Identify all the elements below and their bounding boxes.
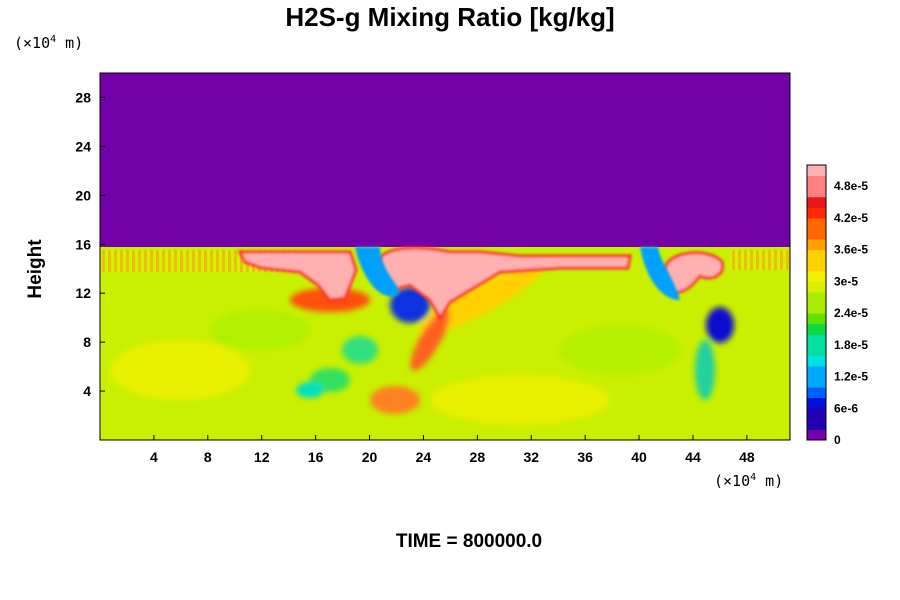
- colorbar-frame: [806, 164, 827, 441]
- y-tick-label: 20: [75, 187, 91, 203]
- y-unit-prefix: (×10: [14, 34, 51, 52]
- colorbar-swatch: [807, 186, 826, 198]
- wave-stripes-right: [730, 250, 790, 270]
- colorbar-swatch: [807, 365, 826, 378]
- x-tick-label: 20: [362, 449, 378, 465]
- colorbar-tick-label: 1.2e-5: [834, 370, 868, 384]
- colorbar-swatch: [807, 196, 826, 208]
- x-tick-label: 40: [631, 449, 647, 465]
- colorbar-swatch: [807, 355, 826, 367]
- y-tick-label: 8: [83, 334, 91, 350]
- colorbar: [806, 164, 827, 441]
- y-unit-exp: 4: [50, 34, 57, 45]
- colorbar-swatch: [807, 387, 826, 399]
- colorbar-swatch: [807, 313, 826, 325]
- colorbar-tick-label: 3.6e-5: [834, 243, 868, 257]
- colorbar-swatch: [807, 323, 826, 335]
- colorbar-ticks: 0 6e-6 1.2e-5 1.8e-5 2.4e-5 3e-5 3.6e-5 4.2e-5 4…: [834, 179, 868, 447]
- x-unit-suffix: m): [756, 472, 784, 490]
- heatmap-field: [100, 73, 790, 440]
- colorbar-tick-label: 1.8e-5: [834, 338, 868, 352]
- colorbar-swatch: [807, 239, 826, 251]
- x-tick-label: 4: [150, 449, 158, 465]
- colorbar-tick-label: 2.4e-5: [834, 306, 868, 320]
- colorbar-swatch: [807, 249, 826, 261]
- y-tick-label: 16: [75, 236, 91, 252]
- colorbar-swatch: [807, 291, 826, 303]
- colorbar-tick-label: 6e-6: [834, 401, 858, 415]
- x-tick-label: 48: [739, 449, 755, 465]
- colorbar-swatch: [807, 175, 826, 187]
- chart-title: H2S-g Mixing Ratio [kg/kg]: [285, 2, 615, 32]
- colorbar-swatch: [807, 429, 826, 441]
- y-unit-suffix: m): [56, 34, 84, 52]
- x-tick-label: 16: [308, 449, 324, 465]
- colorbar-swatch: [807, 397, 826, 409]
- x-unit-exp: 4: [750, 472, 757, 483]
- x-tick-label: 12: [254, 449, 270, 465]
- y-axis-unit: (×104 m): [14, 34, 83, 52]
- colorbar-swatch: [807, 334, 826, 346]
- colorbar-tick-label: 4.8e-5: [834, 179, 868, 193]
- colorbar-swatch: [807, 418, 826, 430]
- x-axis-ticks: 4 8 12 16 20 24 28 32 36 40 44 48: [150, 435, 755, 465]
- x-tick-label: 32: [523, 449, 539, 465]
- colorbar-swatch: [807, 302, 826, 314]
- y-axis-ticks: 4 8 12 16 20 24 28: [75, 89, 105, 399]
- x-axis-unit: (×104 m): [714, 472, 783, 490]
- y-tick-label: 28: [75, 89, 91, 105]
- field-blobs: [110, 264, 734, 425]
- colorbar-swatch: [807, 260, 826, 272]
- colorbar-swatch: [807, 344, 826, 356]
- colorbar-swatch: [807, 376, 826, 388]
- x-tick-label: 28: [470, 449, 486, 465]
- colorbar-tick-label: 0: [834, 433, 841, 447]
- x-tick-label: 24: [416, 449, 432, 465]
- y-tick-label: 24: [75, 138, 91, 154]
- colorbar-tick-label: 4.2e-5: [834, 211, 868, 225]
- y-tick-label: 4: [83, 383, 91, 399]
- x-tick-label: 36: [577, 449, 593, 465]
- colorbar-swatch: [807, 270, 826, 282]
- time-label: TIME = 800000.0: [395, 531, 543, 552]
- colorbar-swatch: [807, 165, 826, 177]
- colorbar-swatch: [807, 281, 826, 293]
- colorbar-swatch: [807, 217, 826, 229]
- colorbar-swatch: [807, 408, 826, 420]
- plot-frame: [99, 72, 791, 441]
- y-tick-label: 12: [75, 285, 91, 301]
- x-tick-label: 8: [204, 449, 212, 465]
- x-unit-prefix: (×10: [714, 472, 751, 490]
- high-concentration: [237, 246, 725, 321]
- colorbar-swatch: [807, 207, 826, 219]
- colorbar-swatch: [807, 228, 826, 240]
- colorbar-tick-label: 3e-5: [834, 274, 858, 288]
- x-tick-label: 44: [685, 449, 701, 465]
